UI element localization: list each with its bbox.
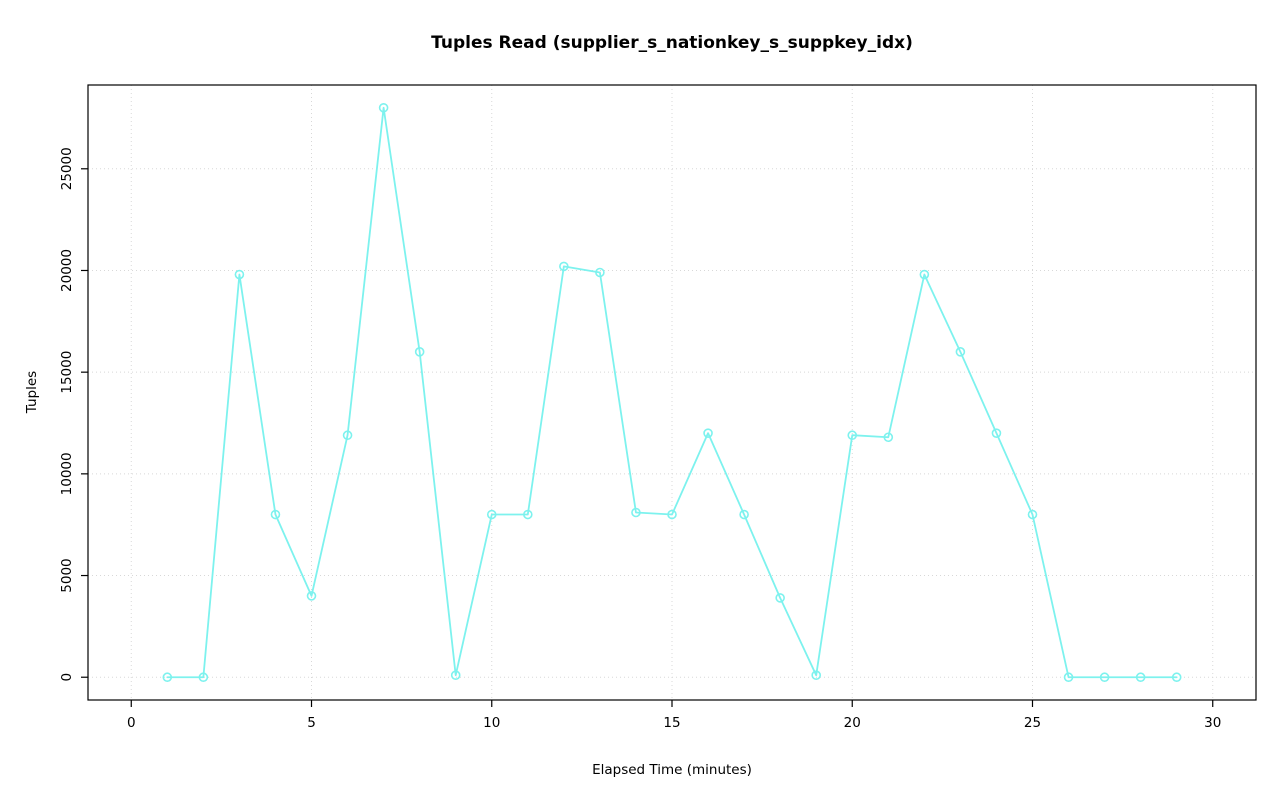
data-point <box>162 672 173 683</box>
series-line <box>166 106 1178 679</box>
grid-layer <box>88 85 1256 700</box>
x-tick-label: 20 <box>844 715 861 731</box>
data-point <box>775 593 785 603</box>
y-axis-label: Tuples <box>24 371 40 414</box>
data-point <box>595 267 605 278</box>
data-point <box>450 670 461 680</box>
data-point <box>847 430 858 441</box>
x-tick-label: 15 <box>663 715 680 731</box>
data-point <box>414 347 425 357</box>
plot-layer <box>162 102 1182 683</box>
data-point <box>811 670 821 680</box>
data-point <box>667 509 677 520</box>
x-tick-label: 5 <box>307 715 316 731</box>
data-point <box>1099 672 1110 683</box>
chart-title: Tuples Read (supplier_s_nationkey_s_supp… <box>431 33 913 53</box>
y-tick-label: 20000 <box>59 249 75 292</box>
data-point <box>919 269 930 280</box>
y-tick-label: 10000 <box>59 452 75 495</box>
data-point <box>270 509 281 520</box>
x-tick-label: 25 <box>1024 715 1041 731</box>
data-point <box>198 672 209 683</box>
data-point <box>1027 509 1038 520</box>
data-point <box>306 591 317 601</box>
data-point <box>234 269 245 280</box>
data-point <box>486 509 497 520</box>
data-point <box>523 509 533 520</box>
data-point <box>559 261 569 272</box>
data-point <box>739 509 749 520</box>
y-tick-label: 5000 <box>59 558 75 592</box>
data-point <box>883 432 894 443</box>
y-tick-label: 15000 <box>59 351 75 394</box>
x-tick-label: 30 <box>1204 715 1221 731</box>
data-point <box>955 347 966 357</box>
data-point <box>342 430 353 441</box>
data-point <box>703 428 713 438</box>
x-tick-label: 10 <box>483 715 500 731</box>
data-point <box>1063 672 1074 683</box>
y-tick-label: 0 <box>59 673 75 682</box>
y-tick-label: 25000 <box>59 147 75 190</box>
data-point <box>378 102 389 113</box>
data-point <box>1171 672 1182 683</box>
data-point <box>1135 672 1146 683</box>
data-point <box>991 428 1002 438</box>
x-tick-label: 0 <box>127 715 136 731</box>
axis-layer: 0 5 10 15 20 25 30 0 5000 10000 15000 20000 25000 <box>59 84 1257 731</box>
data-point <box>631 507 641 518</box>
x-axis-label: Elapsed Time (minutes) <box>592 762 752 778</box>
